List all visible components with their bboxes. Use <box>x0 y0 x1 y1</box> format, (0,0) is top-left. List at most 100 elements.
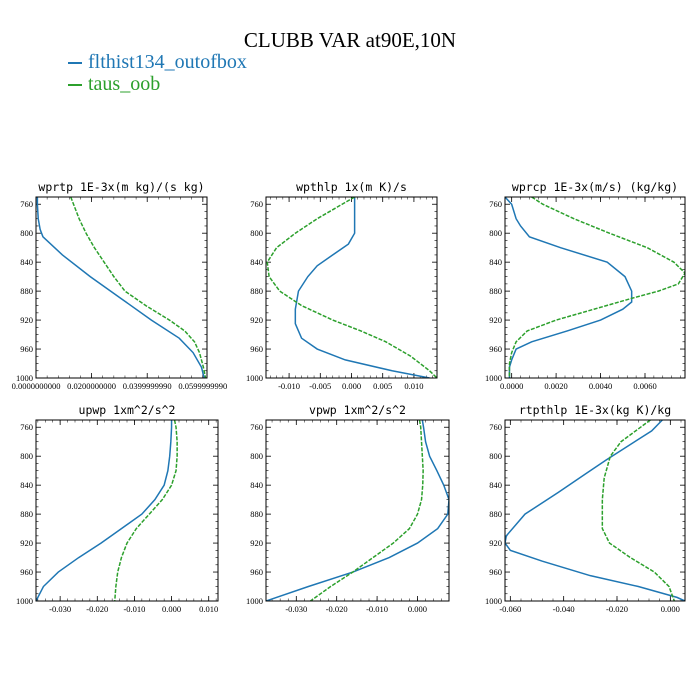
y-tick-label: 760 <box>20 422 33 432</box>
y-tick-label: 1000 <box>485 596 502 606</box>
plot-frame <box>265 196 438 379</box>
x-tick-label: -0.040 <box>553 604 575 614</box>
y-tick-label: 800 <box>489 228 502 238</box>
x-tick-label: -0.005 <box>309 381 331 391</box>
y-tick-label: 840 <box>20 480 33 490</box>
y-tick-label: 760 <box>250 422 263 432</box>
x-tick-label: 0.010 <box>404 381 423 391</box>
x-tick-label: 0.0200000000 <box>67 381 116 391</box>
y-tick-label: 880 <box>489 286 502 296</box>
y-tick-label: 1000 <box>16 373 33 383</box>
legend-swatch-taus-oob <box>68 84 82 87</box>
y-tick-label: 1000 <box>485 373 502 383</box>
y-tick-label: 800 <box>489 451 502 461</box>
plot-frame <box>265 419 450 602</box>
subplot-title: wprtp 1E-3x(m kg)/(s kg) <box>38 180 204 194</box>
y-tick-label: 840 <box>20 257 33 267</box>
x-tick-label: 0.0040 <box>589 381 612 391</box>
legend-label-taus-oob: taus_oob <box>88 73 161 95</box>
plot-frame <box>504 419 686 602</box>
y-tick-label: 840 <box>250 257 263 267</box>
y-tick-label: 920 <box>250 538 263 548</box>
y-tick-label: 920 <box>20 315 33 325</box>
x-tick-label: -0.020 <box>326 604 348 614</box>
y-tick-label: 960 <box>489 344 502 354</box>
y-tick-label: 880 <box>20 509 33 519</box>
x-tick-label: 0.010 <box>199 604 218 614</box>
x-tick-label: 0.0000000000 <box>12 381 61 391</box>
x-tick-label: 0.000 <box>661 604 680 614</box>
y-tick-label: 760 <box>250 199 263 209</box>
y-tick-label: 880 <box>250 509 263 519</box>
legend-label-flthist134: flthist134_outofbox <box>88 51 247 73</box>
y-tick-label: 920 <box>489 538 502 548</box>
y-tick-label: 960 <box>250 344 263 354</box>
series-line-taus-oob <box>601 420 676 601</box>
x-tick-label: 0.0020 <box>544 381 567 391</box>
y-tick-label: 800 <box>20 451 33 461</box>
series-line-flthist134 <box>36 420 173 601</box>
y-tick-label: 760 <box>20 199 33 209</box>
y-tick-label: 880 <box>489 509 502 519</box>
series-line-taus-oob <box>70 197 207 378</box>
x-tick-label: 0.000 <box>162 604 181 614</box>
x-tick-label: 0.0000 <box>500 381 523 391</box>
plot-frame <box>35 196 208 379</box>
x-tick-label: -0.010 <box>123 604 145 614</box>
series-line-flthist134 <box>36 197 205 378</box>
subplot-title: wpthlp 1x(m K)/s <box>296 180 407 194</box>
y-tick-label: 960 <box>250 567 263 577</box>
legend-swatch-flthist134 <box>68 62 82 65</box>
y-tick-label: 1000 <box>246 596 263 606</box>
subplot-title: vpwp 1xm^2/s^2 <box>309 403 406 417</box>
figure-title: CLUBB VAR at90E,10N <box>243 28 457 52</box>
y-tick-label: 960 <box>489 567 502 577</box>
y-tick-label: 800 <box>20 228 33 238</box>
x-tick-label: 0.005 <box>373 381 392 391</box>
series-line-taus-oob <box>266 197 437 378</box>
x-tick-label: 0.0399999990 <box>123 381 172 391</box>
y-tick-label: 840 <box>489 257 502 267</box>
x-tick-label: -0.020 <box>606 604 628 614</box>
subplot-title: wprcp 1E-3x(m/s) (kg/kg) <box>512 180 678 194</box>
subplot-title: rtpthlp 1E-3x(kg K)/kg <box>519 403 671 417</box>
y-tick-label: 1000 <box>16 596 33 606</box>
series-line-flthist134 <box>266 420 449 601</box>
y-tick-label: 800 <box>250 451 263 461</box>
series-line-taus-oob <box>310 420 424 601</box>
x-tick-label: -0.060 <box>499 604 521 614</box>
y-tick-label: 920 <box>20 538 33 548</box>
series-line-flthist134 <box>294 197 430 378</box>
x-tick-label: 0.0599999990 <box>178 381 227 391</box>
legend: flthist134_outofbox taus_oob <box>68 51 247 95</box>
y-tick-label: 800 <box>250 228 263 238</box>
x-tick-label: -0.020 <box>86 604 108 614</box>
series-line-flthist134 <box>505 420 685 601</box>
series-line-taus-oob <box>113 420 178 601</box>
x-tick-label: -0.030 <box>285 604 307 614</box>
y-tick-label: 960 <box>20 567 33 577</box>
y-tick-label: 960 <box>20 344 33 354</box>
plot-frame <box>504 196 686 379</box>
x-tick-label: 0.000 <box>408 604 427 614</box>
x-tick-label: -0.010 <box>366 604 388 614</box>
y-tick-label: 840 <box>250 480 263 490</box>
series-line-taus-oob <box>508 197 685 378</box>
y-tick-label: 840 <box>489 480 502 490</box>
y-tick-label: 880 <box>250 286 263 296</box>
plot-frame <box>35 419 219 602</box>
y-tick-label: 760 <box>489 422 502 432</box>
y-tick-label: 1000 <box>246 373 263 383</box>
series-line-flthist134 <box>505 197 633 378</box>
x-tick-label: 0.0060 <box>633 381 656 391</box>
y-tick-label: 920 <box>250 315 263 325</box>
subplot-title: upwp 1xm^2/s^2 <box>79 403 176 417</box>
x-tick-label: -0.030 <box>49 604 71 614</box>
y-tick-label: 760 <box>489 199 502 209</box>
x-tick-label: -0.010 <box>278 381 300 391</box>
x-tick-label: 0.000 <box>342 381 361 391</box>
y-tick-label: 880 <box>20 286 33 296</box>
legend-item-flthist134: flthist134_outofbox <box>68 51 247 73</box>
legend-item-taus-oob: taus_oob <box>68 73 247 95</box>
